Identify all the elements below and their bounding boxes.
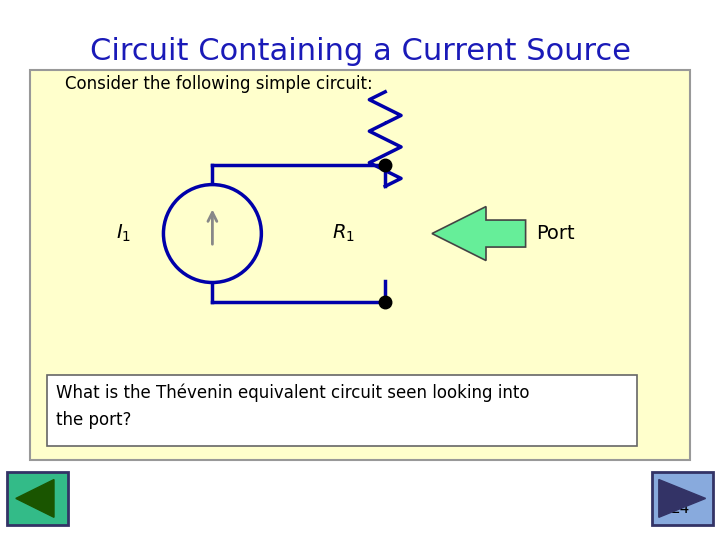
Text: 24: 24	[671, 501, 690, 516]
Ellipse shape	[163, 185, 261, 282]
Text: Consider the following simple circuit:: Consider the following simple circuit:	[65, 75, 372, 93]
Text: Circuit Containing a Current Source: Circuit Containing a Current Source	[89, 37, 631, 66]
FancyBboxPatch shape	[652, 472, 713, 525]
Polygon shape	[659, 480, 706, 517]
Text: What is the Thévenin equivalent circuit seen looking into: What is the Thévenin equivalent circuit …	[56, 384, 530, 402]
FancyBboxPatch shape	[30, 70, 690, 460]
Polygon shape	[432, 206, 526, 261]
Text: the port?: the port?	[56, 411, 132, 429]
Text: $I_1$: $I_1$	[116, 223, 132, 244]
FancyBboxPatch shape	[47, 375, 637, 445]
FancyBboxPatch shape	[7, 472, 68, 525]
Text: $R_1$: $R_1$	[332, 223, 355, 244]
Text: Port: Port	[536, 224, 575, 243]
Polygon shape	[16, 480, 54, 517]
